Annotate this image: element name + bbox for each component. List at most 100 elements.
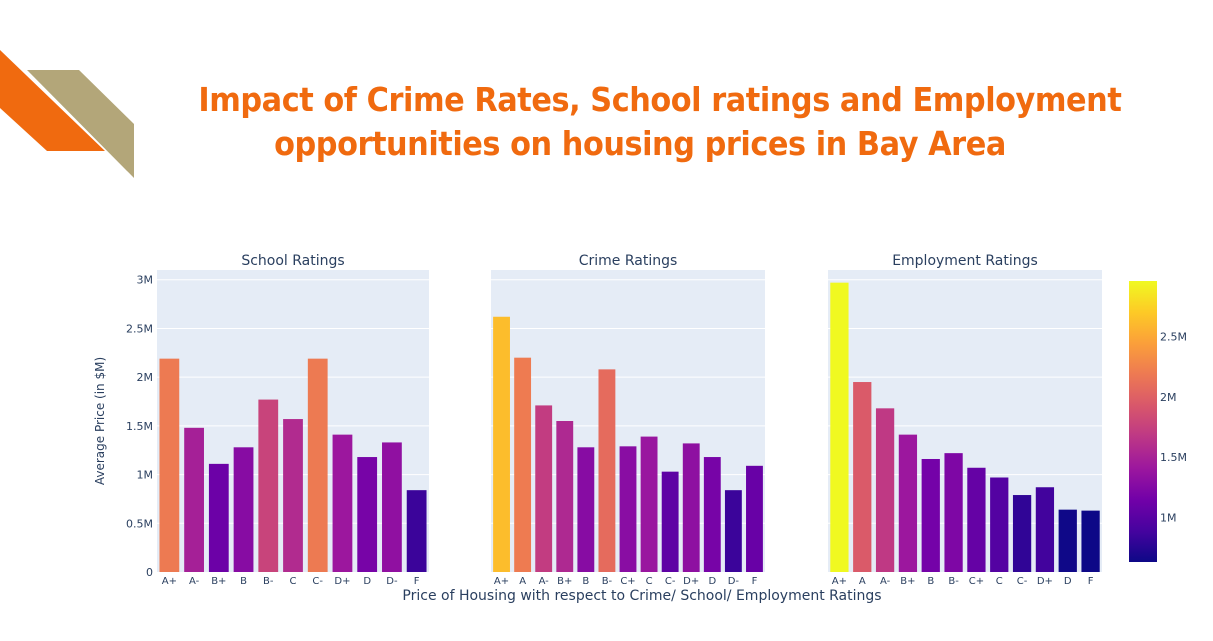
x-tick-label: B- — [263, 576, 274, 587]
y-tick-label: 2M — [137, 371, 154, 384]
bar-C — [283, 419, 303, 572]
colorbar-tick-label: 1M — [1160, 511, 1177, 524]
corner-stripe-tan — [27, 70, 134, 178]
bar-C+ — [967, 467, 986, 572]
bar-D — [703, 457, 721, 572]
x-tick-label: A — [519, 576, 526, 587]
bar-F — [406, 490, 427, 572]
colorbar-tick-label: 2.5M — [1160, 330, 1187, 343]
bar-B+ — [898, 434, 918, 572]
bar-C- — [1012, 495, 1032, 572]
subplot-crime-ratings: Crime Ratings A+ A A- B+ B B- C+ C C- D+ D D- F — [491, 253, 765, 587]
page-title: Impact of Crime Rates, School ratings an… — [198, 78, 1122, 166]
x-tick-label: D- — [386, 576, 398, 587]
bar-C- — [307, 358, 328, 572]
subplot-title: Crime Ratings — [579, 253, 678, 269]
x-tick-label: B+ — [557, 576, 572, 587]
bar-A+ — [159, 358, 180, 572]
x-tick-label: C+ — [969, 576, 984, 587]
y-axis-title: Average Price (in $M) — [93, 357, 107, 485]
x-tick-label: D+ — [1037, 576, 1053, 587]
bar-F — [1081, 510, 1100, 572]
bar-A- — [535, 405, 553, 572]
bar-C — [640, 436, 658, 572]
bar-B — [233, 447, 254, 572]
subplot-title: School Ratings — [241, 253, 344, 269]
bar-D — [357, 457, 378, 572]
x-tick-label: A — [859, 576, 866, 587]
bar-D+ — [332, 434, 353, 572]
bar-A- — [875, 408, 895, 572]
bar-B — [921, 458, 940, 572]
corner-decoration — [0, 50, 134, 178]
y-tick-label: 0 — [146, 566, 153, 579]
y-tick-label: 1.5M — [126, 420, 153, 433]
bar-B- — [598, 369, 616, 572]
bar-D+ — [682, 443, 700, 572]
bar-A+ — [830, 282, 849, 572]
x-tick-label: D — [363, 576, 371, 587]
plot-area — [828, 270, 1102, 572]
x-tick-label: A- — [880, 576, 891, 587]
bar-B+ — [556, 421, 574, 572]
bar-D- — [382, 442, 402, 572]
bar-A — [514, 357, 532, 572]
bar-C- — [661, 471, 679, 572]
x-tick-label: B+ — [211, 576, 226, 587]
x-tick-label: D+ — [334, 576, 350, 587]
x-tick-label: C- — [312, 576, 323, 587]
bar-C+ — [619, 446, 637, 572]
bar-D — [1058, 509, 1077, 572]
colorbar — [1129, 281, 1157, 562]
bar-D+ — [1035, 487, 1055, 572]
x-tick-label: C — [290, 576, 297, 587]
bar-B- — [258, 399, 279, 572]
x-tick-label: D — [1064, 576, 1072, 587]
x-tick-label: B — [240, 576, 247, 587]
subplot-title: Employment Ratings — [892, 253, 1038, 269]
page-title-line-2: opportunities on housing prices in Bay A… — [274, 124, 1006, 163]
x-tick-label: A+ — [162, 576, 177, 587]
bar-C — [990, 477, 1009, 572]
x-tick-label: A+ — [494, 576, 509, 587]
x-tick-label: B- — [602, 576, 613, 587]
bar-B- — [944, 453, 963, 572]
x-tick-label: A+ — [832, 576, 847, 587]
x-tick-label: F — [752, 576, 758, 587]
x-tick-label: F — [1088, 576, 1094, 587]
corner-stripe-orange — [0, 50, 105, 151]
bar-A — [853, 382, 872, 572]
x-tick-label: C- — [1017, 576, 1028, 587]
x-tick-label: A- — [539, 576, 550, 587]
y-tick-label: 1M — [137, 469, 154, 482]
bar-B+ — [208, 463, 229, 572]
subplot-school-ratings: School Ratings A+ A- B+ B B- C C- D+ D D- F — [157, 253, 429, 587]
x-tick-label: A- — [189, 576, 200, 587]
x-tick-label: C- — [665, 576, 676, 587]
x-tick-label: B — [927, 576, 934, 587]
y-tick-label: 3M — [137, 274, 154, 287]
bar-A- — [184, 427, 204, 572]
x-tick-label: F — [414, 576, 420, 587]
x-axis-title: Price of Housing with respect to Crime/ … — [402, 588, 881, 604]
x-tick-label: B+ — [900, 576, 915, 587]
bar-A+ — [493, 316, 510, 572]
subplot-employment-ratings: Employment Ratings A+ A A- B+ B B- C+ C C- D+ D F — [828, 253, 1102, 587]
colorbar-tick-label: 1.5M — [1160, 451, 1187, 464]
x-tick-label: B- — [948, 576, 959, 587]
bar-F — [746, 465, 763, 572]
colorbar-tick-label: 2M — [1160, 391, 1177, 404]
x-tick-label: C — [646, 576, 653, 587]
x-tick-label: D- — [728, 576, 740, 587]
x-tick-label: B — [582, 576, 589, 587]
bar-D- — [724, 490, 742, 572]
x-tick-label: C — [996, 576, 1003, 587]
bar-B — [577, 447, 595, 572]
x-tick-label: D+ — [683, 576, 699, 587]
y-tick-label: 2.5M — [126, 322, 153, 335]
page-title-line-1: Impact of Crime Rates, School ratings an… — [198, 80, 1122, 119]
y-tick-label: 0.5M — [126, 517, 153, 530]
x-tick-label: C+ — [620, 576, 635, 587]
x-tick-label: D — [708, 576, 716, 587]
